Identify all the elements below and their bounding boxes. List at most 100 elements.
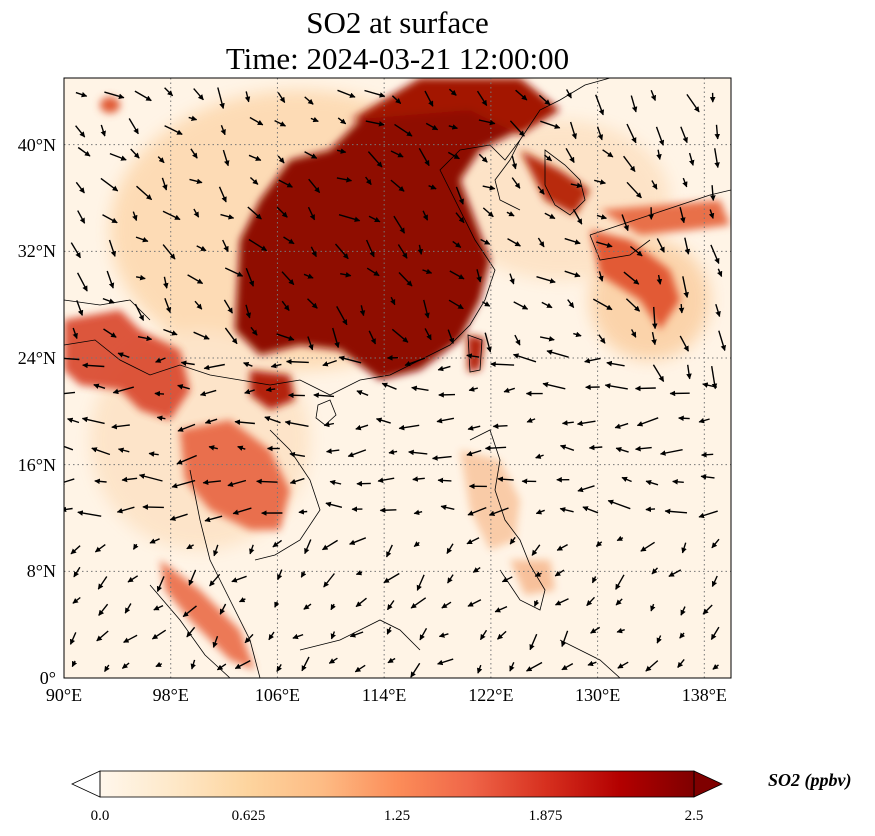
wind-arrow	[227, 479, 247, 487]
wind-arrow	[245, 267, 255, 287]
wind-arrow	[630, 95, 638, 113]
wind-arrow	[482, 301, 491, 307]
wind-arrow	[404, 357, 426, 367]
wind-arrow	[596, 126, 604, 141]
wind-arrow	[715, 303, 721, 318]
wind-arrow	[117, 447, 130, 453]
x-tick-label: 98°E	[152, 685, 189, 705]
x-tick-label: 114°E	[361, 685, 407, 705]
wind-arrow	[540, 120, 561, 129]
wind-arrow	[447, 574, 454, 584]
wind-arrow	[349, 631, 364, 638]
wind-arrow	[466, 537, 480, 545]
wind-arrow	[497, 630, 507, 640]
wind-arrow	[635, 445, 652, 452]
wind-arrow	[710, 185, 716, 201]
wind-arrow	[538, 94, 551, 106]
wind-arrow	[423, 299, 430, 319]
wind-arrow	[149, 538, 160, 544]
wind-arrow	[368, 330, 377, 345]
wind-arrow	[176, 454, 197, 465]
wind-arrow	[714, 124, 721, 140]
wind-arrow	[711, 365, 718, 390]
wind-arrow	[424, 90, 434, 107]
wind-arrow	[698, 417, 710, 424]
wind-arrow	[515, 89, 528, 101]
wind-arrow	[447, 329, 455, 344]
wind-arrow	[679, 335, 690, 352]
wind-arrow	[488, 507, 509, 516]
wind-arrow	[155, 661, 163, 668]
wind-arrow	[366, 267, 380, 277]
wind-arrow	[156, 576, 165, 593]
wind-arrow	[188, 569, 197, 586]
wind-arrow	[281, 300, 290, 311]
x-tick-label: 90°E	[45, 685, 83, 705]
wind-arrow	[584, 357, 601, 364]
wind-arrow	[234, 419, 255, 425]
wind-arrow	[397, 244, 408, 259]
wind-arrow	[388, 449, 398, 455]
wind-arrow	[679, 632, 686, 639]
wind-arrow	[134, 303, 145, 322]
map-title: SO2 at surface	[306, 5, 489, 40]
wind-arrow	[75, 91, 88, 98]
wind-arrow	[193, 88, 204, 101]
wind-arrow	[417, 244, 424, 255]
wind-arrow	[96, 630, 109, 642]
coastlines	[64, 78, 731, 678]
colorbar-extend-low	[71, 770, 101, 798]
wind-arrow	[386, 626, 392, 635]
wind-arrow	[98, 603, 109, 616]
wind-arrow	[220, 125, 226, 136]
wind-arrow	[222, 239, 229, 253]
wind-arrow	[455, 212, 465, 224]
y-tick-label: 16°N	[17, 454, 56, 475]
wind-arrow	[448, 299, 464, 310]
wind-arrow	[625, 298, 641, 312]
wind-arrow	[542, 382, 566, 390]
colorbar-extend-high	[693, 770, 723, 798]
wind-arrow	[193, 331, 210, 340]
wind-arrow	[476, 90, 488, 106]
wind-arrow	[177, 423, 196, 432]
wind-arrow	[364, 89, 386, 98]
wind-arrow	[383, 572, 400, 584]
wind-arrow	[448, 124, 458, 130]
x-tick-label: 106°E	[254, 685, 301, 705]
wind-arrow	[187, 274, 204, 285]
wind-arrow	[82, 362, 105, 369]
wind-arrow	[712, 663, 719, 670]
wind-arrow	[377, 477, 395, 483]
wind-arrow	[132, 543, 139, 550]
wind-arrow	[136, 185, 153, 201]
wind-arrow	[328, 657, 338, 664]
wind-arrow	[237, 445, 246, 451]
wind-arrow	[419, 627, 428, 641]
wind-arrow	[390, 150, 404, 158]
wind-arrow	[106, 270, 115, 289]
wind-arrow	[478, 119, 496, 126]
wind-arrow	[336, 177, 353, 183]
wind-arrow	[272, 539, 283, 548]
wind-arrow	[679, 207, 686, 224]
wind-arrow	[708, 209, 715, 219]
wind-arrow	[650, 603, 656, 612]
wind-arrow	[243, 362, 253, 368]
wind-arrow	[103, 328, 117, 338]
wind-arrow	[452, 240, 462, 248]
wind-arrow	[112, 386, 134, 395]
wind-arrow	[467, 599, 482, 607]
wind-arrow	[630, 329, 637, 338]
wind-arrow	[645, 506, 656, 513]
wind-arrow	[588, 444, 603, 451]
wind-arrow	[177, 384, 190, 390]
wind-arrow	[202, 479, 221, 486]
colorbar-tick-label: 1.875	[528, 808, 563, 824]
wind-arrow	[213, 544, 219, 557]
wind-arrow	[577, 485, 595, 493]
wind-arrow	[413, 509, 423, 516]
wind-arrow	[161, 177, 168, 191]
wind-arrow	[586, 596, 596, 607]
